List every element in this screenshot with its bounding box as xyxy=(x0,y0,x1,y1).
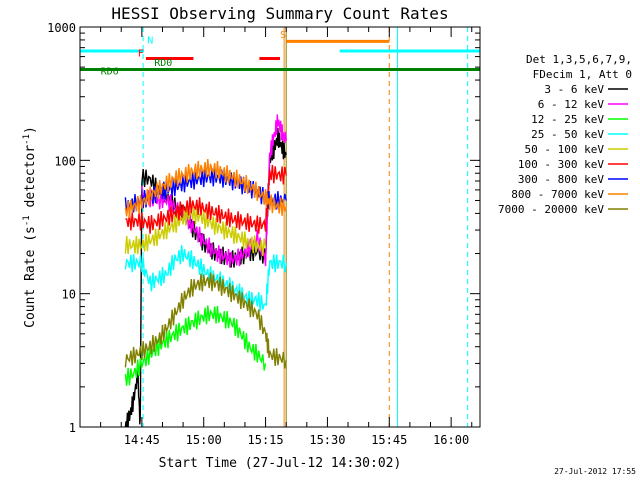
series-lines xyxy=(124,114,287,428)
legend-entry-label-2: 12 - 25 keV xyxy=(531,113,604,126)
x-tick-label-3: 15:30 xyxy=(309,433,345,447)
legend-header-0: Det 1,3,5,6,7,9, xyxy=(526,53,632,66)
flag-label-0: N xyxy=(147,36,153,47)
series-line-5 xyxy=(125,164,287,234)
legend: Det 1,3,5,6,7,9, FDecim 1, Att 0 3 - 6 keV… xyxy=(498,53,632,216)
y-axis-label: Count Rate (s-1 detector-1) xyxy=(22,126,38,328)
x-tick-label-2: 15:15 xyxy=(248,433,284,447)
x-tick-label-5: 16:00 xyxy=(433,433,469,447)
legend-entry-label-4: 50 - 100 keV xyxy=(525,143,605,156)
footer-timestamp: 27-Jul-2012 17:55 xyxy=(554,467,636,476)
legend-entry-label-7: 800 - 7000 keV xyxy=(511,188,604,201)
flag-bars: NF RD0 RD6 S xyxy=(80,30,480,78)
legend-header-1: FDecim 1, Att 0 xyxy=(533,68,632,81)
series-line-4 xyxy=(124,205,267,257)
legend-entry-label-6: 300 - 800 keV xyxy=(518,173,604,186)
y-axis-label-sup1: -1 xyxy=(22,215,32,226)
x-tick-label-0: 14:45 xyxy=(124,433,160,447)
legend-entry-label-1: 6 - 12 keV xyxy=(538,98,605,111)
y-axis-label-part2: detector xyxy=(23,145,38,216)
series-line-6 xyxy=(124,168,287,215)
series-line-1 xyxy=(141,114,287,268)
y-tick-label-0: 1 xyxy=(69,421,76,435)
flag-label-1: F xyxy=(138,49,144,60)
flag-label-4: S xyxy=(280,30,286,41)
x-axis-label: Start Time (27-Jul-12 14:30:02) xyxy=(159,456,402,471)
legend-entry-label-5: 100 - 300 keV xyxy=(518,158,604,171)
flag-label-3: RD6 xyxy=(101,67,119,78)
series-line-3 xyxy=(124,245,287,312)
chart-title: HESSI Observing Summary Count Rates xyxy=(111,4,448,23)
y-axis-label-part3: ) xyxy=(23,126,38,134)
x-tick-label-4: 15:45 xyxy=(371,433,407,447)
axis-ticks: 14:45 15:00 15:15 15:30 15:45 16:00 1 10 100 1000 xyxy=(47,21,480,447)
y-tick-label-2: 100 xyxy=(54,154,76,168)
x-tick-label-1: 15:00 xyxy=(186,433,222,447)
legend-entry-label-0: 3 - 6 keV xyxy=(544,83,604,96)
y-tick-label-3: 1000 xyxy=(47,21,76,35)
y-tick-label-1: 10 xyxy=(62,288,76,302)
series-line-7 xyxy=(124,159,287,218)
y-axis-label-sup2: -1 xyxy=(22,134,32,145)
plot-frame xyxy=(79,26,481,428)
series-line-2 xyxy=(124,305,267,386)
y-axis-label-part1: Count Rate (s xyxy=(23,226,38,328)
legend-entry-label-8: 7000 - 20000 keV xyxy=(498,203,604,216)
flag-label-2: RD0 xyxy=(154,58,172,69)
series-line-8 xyxy=(124,272,287,369)
legend-entry-label-3: 25 - 50 keV xyxy=(531,128,604,141)
